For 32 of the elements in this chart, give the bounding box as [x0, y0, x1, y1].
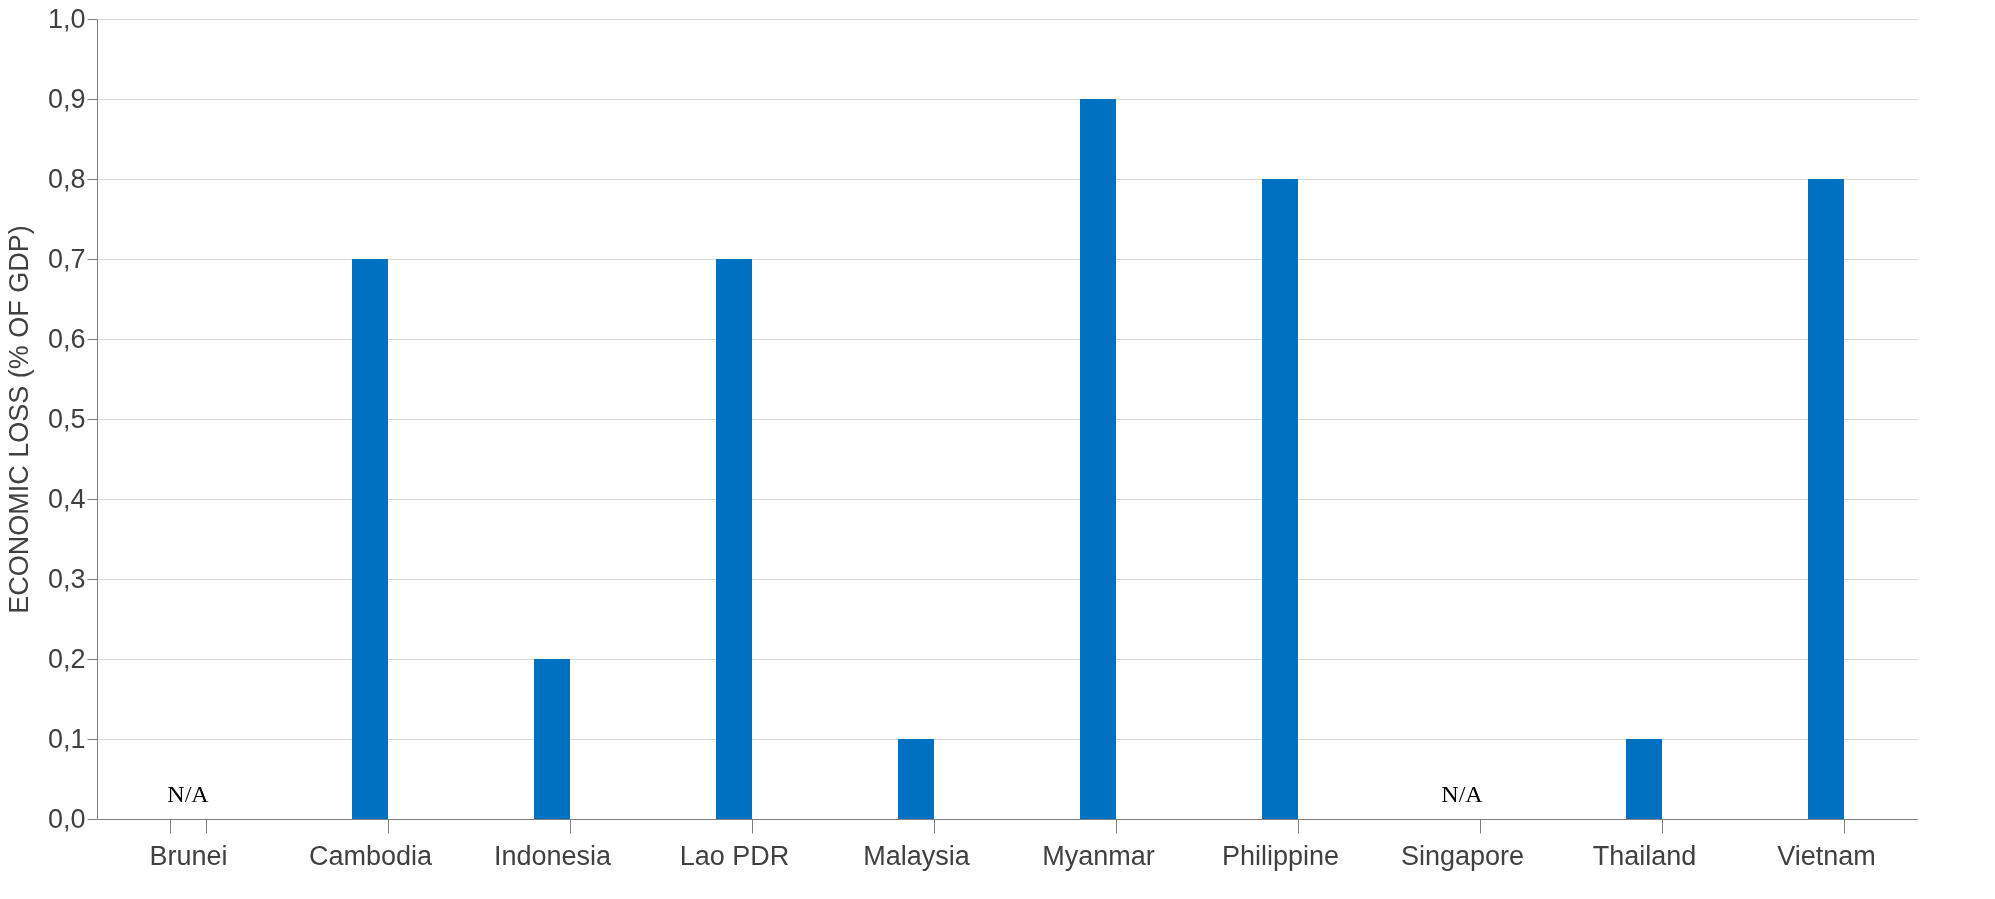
y-tick-label: 0,6	[47, 323, 86, 354]
x-tick-label: Thailand	[1592, 840, 1697, 871]
y-tick-label: 0,5	[47, 403, 86, 434]
bar	[898, 739, 934, 819]
y-tick-label: 0,8	[47, 163, 86, 194]
y-tick-label: 0,4	[47, 483, 86, 514]
y-tick-label: 0,9	[47, 83, 86, 114]
y-tick-label: 0,3	[47, 563, 86, 594]
x-tick-label: Vietnam	[1777, 840, 1876, 871]
x-tick-label: Philippine	[1221, 840, 1340, 871]
bar	[1080, 99, 1116, 819]
bar	[534, 659, 570, 819]
bar	[1262, 179, 1298, 819]
x-tick-label: Myanmar	[1042, 840, 1155, 871]
x-tick-label: Indonesia	[493, 840, 613, 871]
text: N/A	[1441, 781, 1483, 807]
y-tick-label: 0,0	[47, 803, 86, 834]
x-tick-label: Cambodia	[308, 840, 434, 871]
y-tick-label: 0,7	[47, 243, 86, 274]
y-tick-label: 1,0	[47, 3, 86, 34]
text: N/A	[167, 781, 209, 807]
x-tick-label: Malaysia	[863, 840, 971, 871]
x-tick-label: Brunei	[149, 840, 228, 871]
bar	[352, 259, 388, 819]
x-tick-label: Lao PDR	[679, 840, 790, 871]
y-tick-label: 0,2	[47, 643, 86, 674]
y-tick-label: 0,1	[47, 723, 86, 754]
y-axis-title: ECONOMIC LOSS (% OF GDP)	[3, 225, 34, 614]
bar	[716, 259, 752, 819]
bar	[1808, 179, 1844, 819]
x-tick-label: Singapore	[1400, 840, 1525, 871]
bar	[1626, 739, 1662, 819]
